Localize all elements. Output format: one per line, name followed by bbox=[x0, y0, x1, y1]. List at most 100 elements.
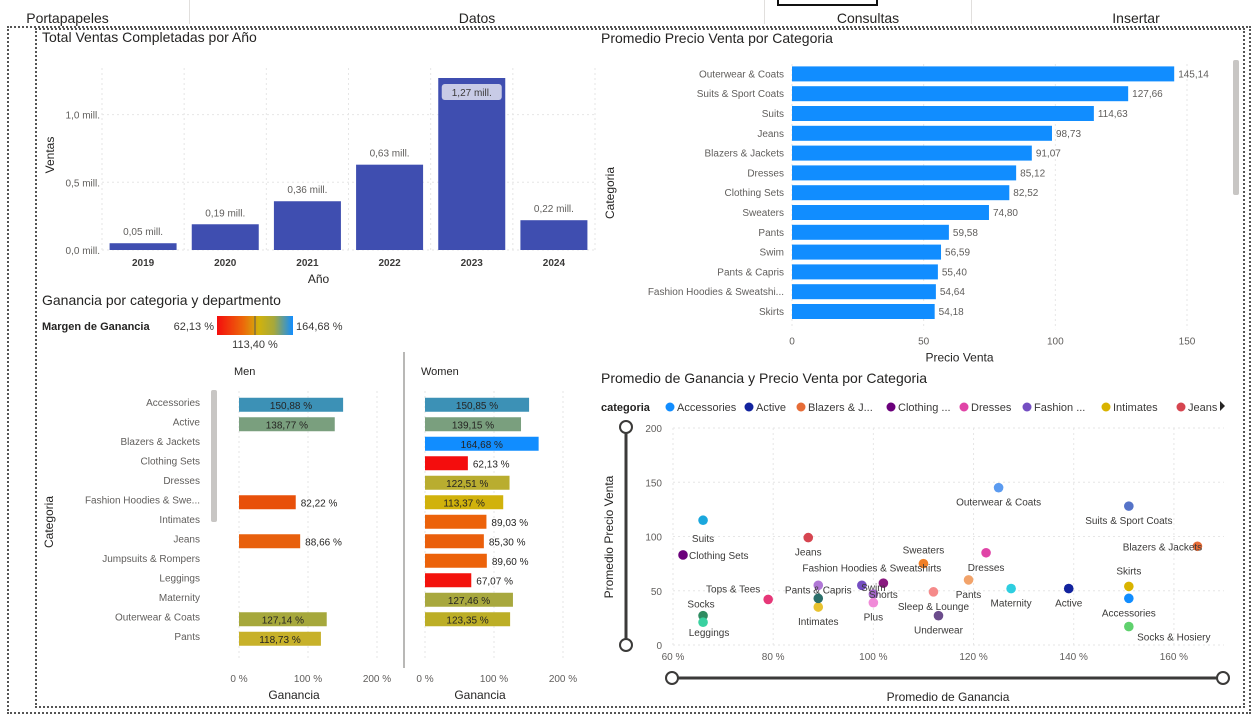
ganancia-categoria-departamento-chart[interactable]: Margen de Ganancia 62,13 % 164,68 % 113,40 … bbox=[38, 310, 598, 710]
ribbon-focus-box bbox=[777, 0, 878, 6]
x-tick-label: 2020 bbox=[214, 258, 237, 269]
ribbon-group-portapapeles[interactable]: Portapapeles bbox=[26, 10, 109, 26]
y-tick-label: Pants bbox=[174, 632, 200, 643]
legend-mid-label: 113,40 % bbox=[232, 339, 278, 351]
data-label: 0,05 mill. bbox=[123, 227, 163, 238]
precio-por-categoria-chart[interactable]: 0 50 100 150 145,14 Outerwear & Coats 127,66 Su… bbox=[600, 50, 1240, 370]
point-label: Plus bbox=[864, 613, 883, 624]
bar-Women-Clothing Sets bbox=[425, 456, 468, 471]
visual-group-border bbox=[35, 28, 1245, 708]
ribbon-group-consultas[interactable]: Consultas bbox=[836, 10, 900, 26]
point-label: Suits & Sport Coats bbox=[1085, 516, 1172, 527]
bar-Blazers & Jackets bbox=[792, 145, 1032, 161]
panel-title: Women bbox=[421, 366, 459, 378]
ribbon-group-insertar[interactable]: Insertar bbox=[1112, 10, 1160, 26]
data-label: 138,77 % bbox=[266, 420, 308, 431]
bar-Fashion Hoodies & Sweatshi... bbox=[792, 284, 936, 300]
data-label: 59,58 bbox=[953, 228, 978, 239]
legend-item: Dresses bbox=[971, 402, 1012, 414]
bar-Women-Outerwear & Coats bbox=[425, 612, 511, 627]
data-label: 113,37 % bbox=[443, 498, 485, 509]
y-axis-title: Promedio Precio Venta bbox=[602, 475, 616, 598]
point-label: Clothing Sets bbox=[689, 551, 748, 562]
legend-marker bbox=[959, 402, 969, 412]
y-tick-label: Leggings bbox=[159, 574, 200, 585]
point-label: Socks bbox=[687, 600, 714, 611]
x-tick-label: 200 % bbox=[549, 674, 577, 685]
scatter-point-Shorts bbox=[868, 589, 879, 599]
report-page-border bbox=[7, 26, 1251, 714]
data-label: 54,18 bbox=[939, 307, 964, 318]
data-label: 82,22 % bbox=[301, 498, 338, 509]
ribbon-group-datos[interactable]: Datos bbox=[458, 10, 496, 26]
point-label: Tops & Tees bbox=[706, 584, 760, 595]
scatter-point-Tops & Tees bbox=[763, 594, 773, 605]
bar-2021 bbox=[273, 201, 341, 250]
legend-item: Blazers & J... bbox=[808, 402, 873, 414]
scatter-point-Skirts bbox=[1124, 581, 1134, 592]
scatter-point-Socks & Hosiery bbox=[1124, 621, 1134, 632]
ribbon-separator bbox=[971, 0, 972, 24]
x-tick-label: 50 bbox=[918, 336, 930, 347]
data-label: 127,46 % bbox=[448, 596, 490, 607]
scatter-point-Pants bbox=[963, 575, 974, 585]
x-tick-label: 2019 bbox=[132, 258, 155, 269]
legend-item: Intimates bbox=[1113, 402, 1158, 414]
bar-Women-Dresses bbox=[425, 475, 510, 490]
data-label: 67,07 % bbox=[476, 576, 513, 587]
x-axis-title: Año bbox=[308, 272, 330, 286]
x-tick-label: 0 % bbox=[230, 674, 247, 685]
y-tick-label: Blazers & Jackets bbox=[121, 437, 200, 448]
bar-Women-Leggings bbox=[425, 573, 472, 588]
x-tick-label: 2021 bbox=[296, 258, 319, 269]
y-tick-label: Suits & Sport Coats bbox=[697, 89, 784, 100]
y-tick-label: Maternity bbox=[159, 593, 200, 604]
legend-item: Fashion ... bbox=[1034, 402, 1085, 414]
bar-Women-Jumpsuits & Rompers bbox=[425, 553, 487, 568]
y-tick-label: Dresses bbox=[163, 476, 200, 487]
x-tick-label: 100 % bbox=[294, 674, 322, 685]
chart3-scrollbar[interactable] bbox=[211, 390, 217, 522]
bar-Men-Jeans bbox=[239, 534, 301, 549]
y-tick-label: Jumpsuits & Rompers bbox=[102, 554, 200, 565]
data-label: 55,40 bbox=[942, 267, 967, 278]
scatter-point-Swim bbox=[878, 578, 889, 588]
y-tick-label: 100 bbox=[645, 533, 662, 544]
bar-2024 bbox=[520, 220, 588, 250]
ventas-por-anio-chart[interactable]: 0,0 mill. 0,5 mill. 1,0 mill. 0,05 mill. 201… bbox=[40, 50, 600, 290]
data-label: 89,03 % bbox=[491, 518, 528, 529]
scatter-point-Maternity bbox=[1006, 583, 1016, 594]
bar-2019 bbox=[109, 243, 177, 250]
y-tick-label: Blazers & Jackets bbox=[705, 149, 784, 160]
data-label: 127,14 % bbox=[262, 615, 304, 626]
legend-marker bbox=[1176, 402, 1186, 412]
y-tick-label: Fashion Hoodies & Swe... bbox=[85, 496, 200, 507]
data-label: 54,64 bbox=[940, 287, 965, 298]
legend-title: categoria bbox=[601, 402, 651, 414]
data-label: 123,35 % bbox=[446, 615, 488, 626]
point-label: Pants bbox=[956, 590, 982, 601]
legend-item: Accessories bbox=[677, 402, 737, 414]
x-tick-label: 200 % bbox=[363, 674, 391, 685]
data-label: 85,12 bbox=[1020, 168, 1045, 179]
chart3-title: Ganancia por categoria y departmento bbox=[42, 292, 281, 308]
y-tick-label: Fashion Hoodies & Sweatshi... bbox=[648, 287, 784, 298]
y-axis-title: Ventas bbox=[43, 137, 57, 174]
ganancia-precio-scatter-chart[interactable]: categoria Accessories Active Blazers & J...… bbox=[598, 392, 1248, 710]
x-tick-label: 150 bbox=[1179, 336, 1196, 347]
x-tick-label: 140 % bbox=[1060, 652, 1088, 663]
y-tick-label: Intimates bbox=[159, 515, 200, 526]
y-tick-label: 0,0 mill. bbox=[66, 246, 100, 257]
x-tick-label: 100 % bbox=[859, 652, 887, 663]
chart2-scrollbar[interactable] bbox=[1233, 60, 1239, 195]
x-zoom-handle bbox=[665, 671, 679, 685]
scatter-point-Clothing Sets bbox=[678, 550, 688, 560]
point-label: Leggings bbox=[689, 628, 730, 639]
x-tick-label: 100 bbox=[1047, 336, 1064, 347]
legend-marker bbox=[1101, 402, 1111, 412]
bar-Men-Fashion Hoodies & Swe... bbox=[239, 495, 296, 510]
data-label: 139,15 % bbox=[452, 420, 494, 431]
point-label: Accessories bbox=[1102, 608, 1156, 619]
y-axis-title: Categoria bbox=[42, 496, 56, 548]
data-label: 62,13 % bbox=[473, 459, 510, 470]
